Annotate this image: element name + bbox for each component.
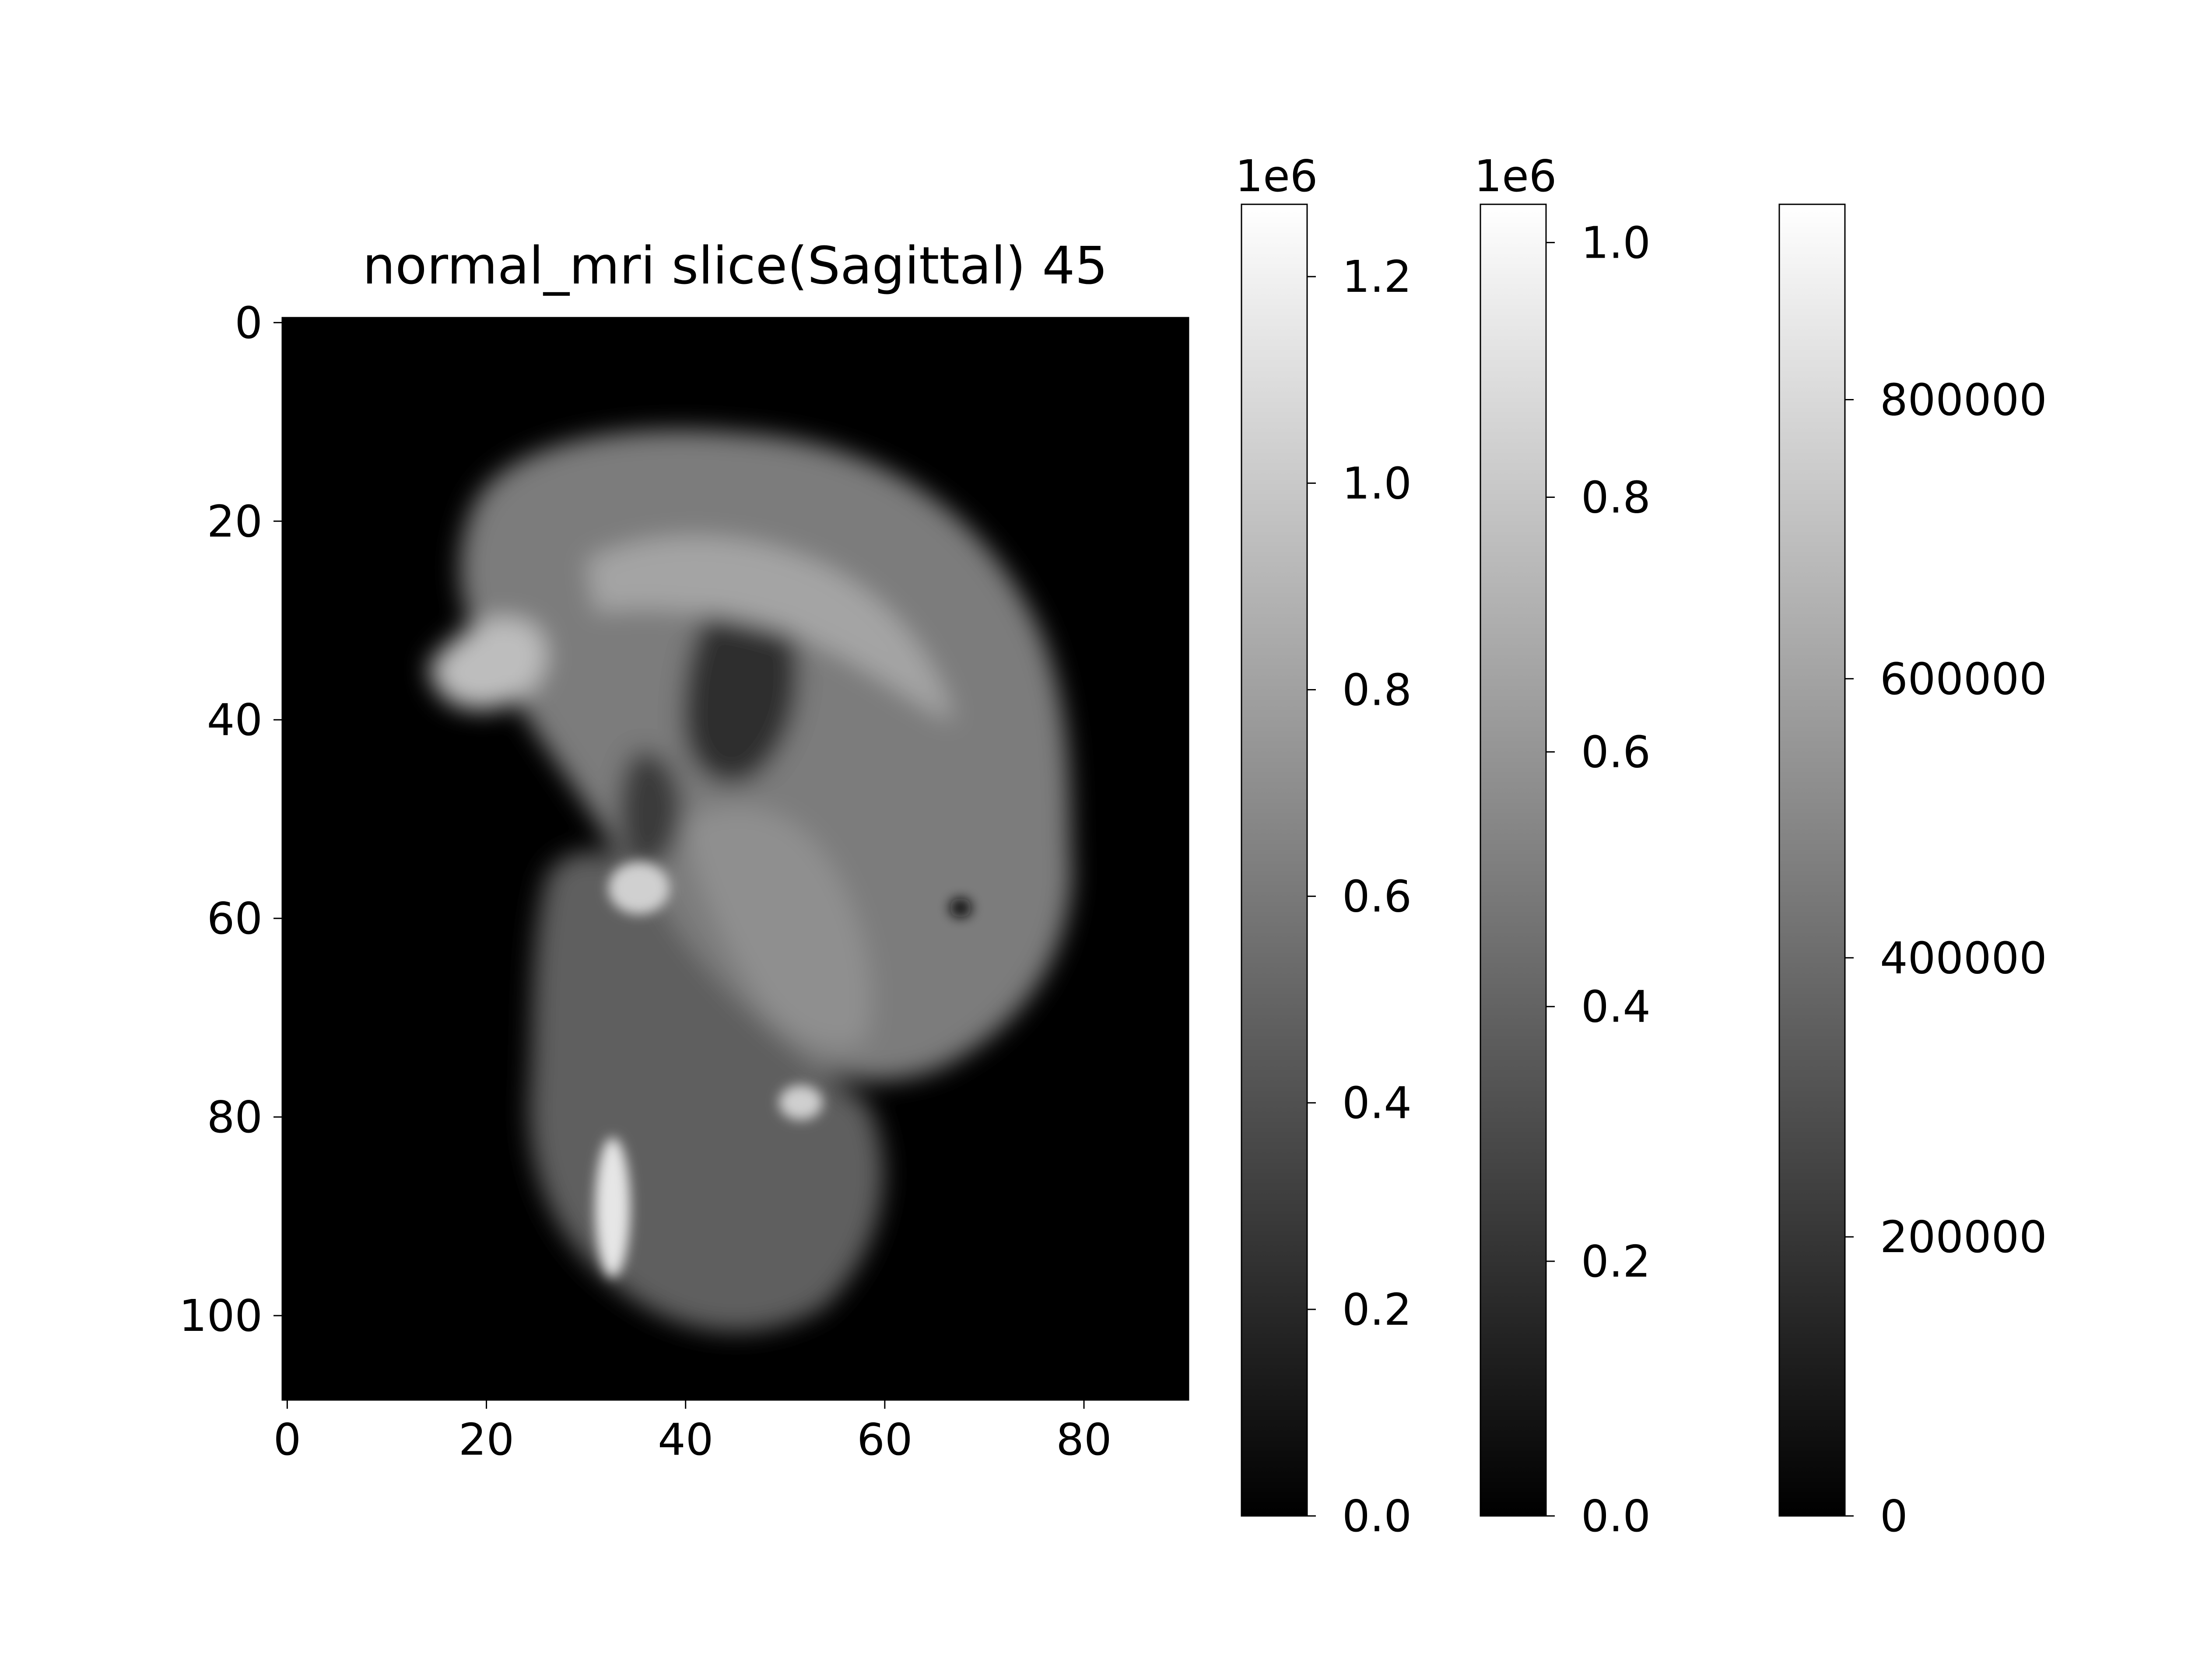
brainstem-region xyxy=(683,806,872,1048)
mri-slice-axes: normal_mri slice(Sagittal) 45 0 20 40 60 8 xyxy=(179,235,1189,1465)
x-tick-label: 0 xyxy=(274,1414,302,1465)
bright-spot-1 xyxy=(595,1138,630,1278)
mri-slice-image xyxy=(282,318,1189,1400)
colorbar-1: 0.0 0.2 0.4 0.6 0.8 1.0 1.2 1e6 xyxy=(1235,150,1412,1542)
y-tick-label: 40 xyxy=(207,694,263,746)
y-tick-label: 100 xyxy=(179,1290,263,1341)
colorbar-tick-label: 0.2 xyxy=(1342,1284,1412,1335)
dark-spot xyxy=(950,898,971,917)
frontal-bright-region xyxy=(429,617,547,710)
bright-spots xyxy=(595,862,971,1278)
colorbar-tick-label: 0.8 xyxy=(1342,664,1412,715)
colorbar-gradient xyxy=(1241,203,1308,1517)
x-tick-label: 60 xyxy=(857,1414,912,1465)
colorbar-tick-label: 0.6 xyxy=(1342,871,1412,922)
x-tick-label: 20 xyxy=(459,1414,514,1465)
colorbar-tick-label: 0.4 xyxy=(1581,981,1651,1032)
colorbar-3: 0 200000 400000 600000 800000 xyxy=(1778,203,2047,1542)
x-tick-label: 80 xyxy=(1056,1414,1112,1465)
chart-title: normal_mri slice(Sagittal) 45 xyxy=(363,235,1108,296)
dark-ventricle-region xyxy=(683,595,799,784)
colorbar-tick-label: 0.0 xyxy=(1581,1491,1651,1542)
colorbar-gradient xyxy=(1778,203,1846,1517)
y-tick-label: 0 xyxy=(235,297,263,348)
image-frame xyxy=(281,317,1189,1401)
x-tick-label: 40 xyxy=(658,1414,713,1465)
y-tick-label: 80 xyxy=(207,1092,263,1143)
colorbar-tick-label: 0.6 xyxy=(1581,727,1651,778)
colorbar-tick-label: 800000 xyxy=(1880,374,2047,426)
colorbar-gradient xyxy=(1480,203,1547,1517)
colorbar-tick-label: 200000 xyxy=(1880,1211,2047,1263)
x-axis-ticks: 0 20 40 60 80 xyxy=(274,1400,1112,1465)
colorbar-tick-label: 600000 xyxy=(1880,653,2047,704)
colorbar-offset-label: 1e6 xyxy=(1474,150,1557,202)
colorbar-tick-label: 0 xyxy=(1880,1491,1908,1542)
colorbar-tick-label: 0.8 xyxy=(1581,472,1651,523)
colorbar-tick-label: 0.4 xyxy=(1342,1078,1412,1129)
dark-sulcus-region xyxy=(618,751,683,868)
colorbar-tick-label: 0.0 xyxy=(1342,1491,1412,1542)
colorbar-offset-label: 1e6 xyxy=(1235,150,1318,202)
white-matter-band xyxy=(586,536,954,722)
colorbar-tick-label: 1.0 xyxy=(1581,217,1651,268)
colorbar-2: 0.0 0.2 0.4 0.6 0.8 1.0 1e6 xyxy=(1474,150,1651,1542)
y-tick-label: 20 xyxy=(207,496,263,547)
colorbar-tick-label: 1.0 xyxy=(1342,458,1412,509)
y-tick-label: 60 xyxy=(207,893,263,944)
colorbar-tick-label: 0.2 xyxy=(1581,1236,1651,1287)
bright-spot-2 xyxy=(608,862,670,914)
bright-spot-3 xyxy=(779,1085,823,1120)
colorbar-tick-label: 400000 xyxy=(1880,932,2047,984)
colorbar-tick-label: 1.2 xyxy=(1342,251,1412,302)
y-axis-ticks: 0 20 40 60 80 100 xyxy=(179,297,282,1341)
